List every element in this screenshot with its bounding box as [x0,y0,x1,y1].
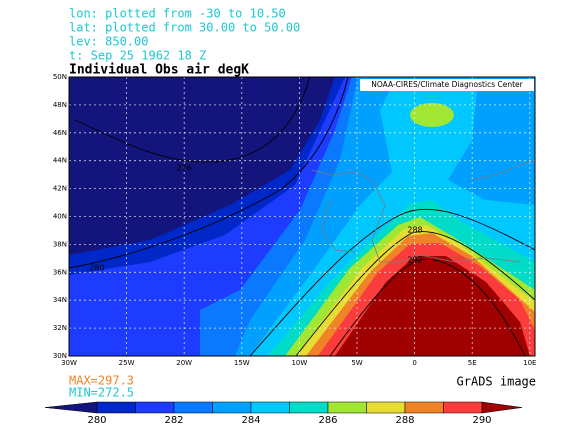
colorbar-label: 286 [318,415,337,426]
lat-label: 48N [53,101,67,109]
header-line: lev: 850.00 [69,35,148,49]
lat-label: 42N [53,185,67,193]
colorbar-box [289,401,329,414]
credit-box [360,79,534,91]
lat-label: 34N [53,296,67,304]
header-line: t: Sep 25 1962 18 Z [69,49,206,63]
contour-label: 292 [407,256,422,265]
colorbar-box [250,401,290,414]
colorbar-box [135,401,175,414]
header-line: lon: plotted from -30 to 10.50 [69,7,286,21]
lat-label: 40N [53,213,67,221]
colorbar-label: 280 [87,415,106,426]
lat-label: 38N [53,240,67,248]
colorbar-box [173,401,213,414]
contour [329,259,526,357]
contour [249,208,536,357]
colorbar-end [481,401,523,414]
colorbar-box [327,401,367,414]
colorbar-box [443,401,483,414]
lat-label: 36N [53,268,67,276]
footer: GrADS image [457,375,536,389]
colorbar: 280 282 284 286 288 290 [44,401,523,426]
contour-label: 288 [407,226,422,235]
lon-label: 0 [412,359,416,367]
max-label: MAX=297.3 [69,374,134,388]
lon-label: 20W [176,359,192,367]
field-fill [335,256,530,356]
lon-label: 15W [234,359,250,367]
lat-label: 30N [53,352,67,360]
lon-label: 25W [119,359,135,367]
map: NOAA-CIRES/Climate Diagnostics Center 27… [68,76,536,357]
colorbar-label: 290 [472,415,491,426]
colorbar-label: 288 [395,415,414,426]
lon-label: 30W [61,359,77,367]
credit: NOAA-CIRES/Climate Diagnostics Center [371,80,523,89]
colorbar-box [96,401,136,414]
coastline [311,159,536,263]
colorbar-box [212,401,252,414]
lat-label: 32N [53,324,67,332]
header: lon: plotted from -30 to 10.50 lat: plot… [69,7,300,63]
min-label: MIN=272.5 [69,386,134,400]
lon-label: 10W [291,359,307,367]
contour [295,231,536,357]
colorbar-box [366,401,406,414]
map-frame [68,76,536,357]
colorbar-end [44,401,98,414]
colorbar-label: 284 [241,415,260,426]
contour-label: 276 [176,164,191,173]
lon-label: 10E [523,359,536,367]
contour [74,76,311,163]
lat-label: 46N [53,129,67,137]
colorbar-label: 282 [164,415,183,426]
lon-label: 5E [468,359,477,367]
title: Individual Obs air degK [69,63,249,78]
field-fill [410,103,454,127]
header-line: lat: plotted from 30.00 to 50.00 [69,21,300,35]
lon-label: 5W [351,359,362,367]
colorbar-box [404,401,444,414]
contour-label: 280 [89,264,104,273]
contour [68,76,349,269]
lat-label: 50N [53,73,67,81]
lat-label: 44N [53,157,67,165]
